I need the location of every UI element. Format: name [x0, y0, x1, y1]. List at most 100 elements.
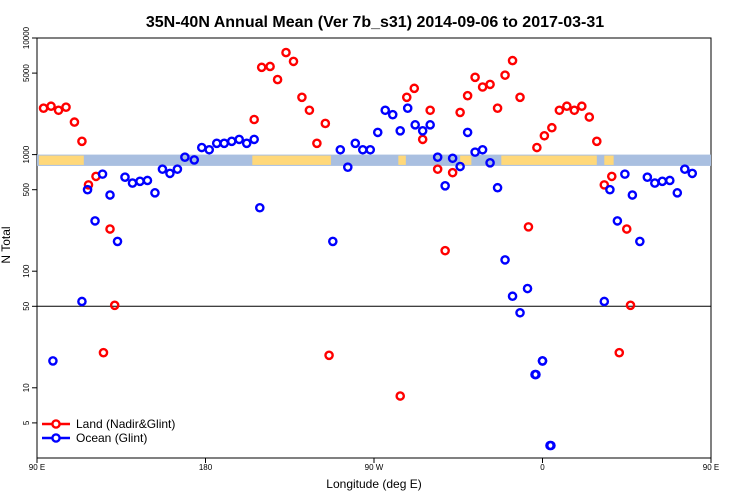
land-point [38, 103, 49, 114]
band-land-1 [252, 155, 331, 165]
ocean-point [234, 134, 244, 145]
land-point [98, 347, 109, 358]
y-tick-label: 1000 [22, 145, 31, 163]
land-point [507, 55, 518, 66]
land-point [477, 82, 488, 92]
land-point [53, 105, 64, 116]
ocean-point [627, 190, 638, 200]
land-point [288, 56, 299, 67]
land-point [606, 171, 617, 182]
legend-label: Land (Nadir&Glint) [76, 417, 175, 431]
ocean-point [477, 144, 488, 155]
ocean-point [672, 188, 683, 198]
ocean-point [105, 190, 115, 200]
y-tick-label: 5000 [22, 64, 31, 82]
ocean-point [440, 181, 450, 191]
ocean-point [515, 307, 525, 318]
ocean-point [142, 175, 153, 186]
world-band [37, 154, 711, 166]
land-point [281, 47, 291, 58]
ocean-point [612, 216, 623, 226]
ocean-point [204, 144, 215, 155]
ocean-point [599, 296, 610, 307]
legend-marker [51, 419, 61, 429]
ocean-point [485, 158, 495, 168]
land-point [500, 70, 510, 80]
land-point [401, 92, 412, 103]
ocean-point [372, 127, 383, 138]
y-tick-label: 10 [22, 383, 31, 392]
x-tick-label: 90 W [365, 463, 384, 472]
land-point [569, 105, 580, 116]
chart-title: 35N-40N Annual Mean (Ver 7b_s31) 2014-09… [146, 14, 604, 31]
ocean-point [687, 168, 698, 179]
land-point [470, 72, 480, 83]
land-point [312, 138, 322, 149]
ocean-point [135, 176, 145, 187]
x-tick-label: 90 E [703, 463, 719, 472]
land-point [554, 105, 565, 116]
ocean-point [665, 175, 675, 186]
land-point [409, 83, 420, 94]
land-point [577, 101, 587, 112]
ocean-point [462, 127, 473, 138]
x-axis-label: Longitude (deg E) [326, 477, 421, 491]
y-tick-label: 10000 [22, 26, 31, 49]
ocean-point [172, 164, 183, 174]
x-tick-label: 0 [540, 463, 545, 472]
axes: 90 E 180 90 W 0 90 E 5 10 50 100 500 1000 5000 10000 [22, 26, 719, 472]
land-point [395, 391, 406, 401]
land-point [249, 114, 259, 125]
ocean-point [620, 169, 630, 179]
ocean-point [531, 369, 541, 380]
ocean-point [537, 356, 548, 366]
land-point [304, 105, 315, 116]
ocean-point [90, 216, 100, 226]
land-point [61, 102, 71, 112]
land-point [109, 300, 120, 311]
ocean-point [241, 138, 252, 149]
ocean-point [455, 161, 465, 172]
ocean-point [402, 103, 413, 114]
ocean-point [650, 178, 660, 188]
ocean-point [395, 125, 406, 136]
land-point [440, 245, 450, 256]
ocean-point [211, 138, 222, 149]
band-land-2 [398, 155, 406, 165]
ocean-point [500, 255, 510, 265]
ocean-point [357, 144, 368, 155]
land-point [532, 142, 542, 153]
land-point [324, 350, 334, 361]
band-land-4 [501, 155, 597, 165]
land-point [515, 92, 525, 103]
x-tick-label: 180 [199, 463, 213, 472]
ocean-point [196, 142, 207, 153]
ocean-point [180, 152, 190, 162]
ocean-point [82, 184, 93, 195]
land-point [69, 117, 80, 127]
legend: Land (Nadir&Glint)Ocean (Glint) [42, 417, 175, 445]
y-tick-label: 500 [22, 182, 31, 196]
x-tick-label: 90 E [29, 463, 45, 472]
ocean-point [48, 356, 58, 366]
land-point [614, 347, 625, 358]
land-point [562, 101, 572, 112]
land-point [83, 180, 94, 190]
points [38, 47, 698, 451]
land-point [77, 136, 87, 147]
ocean-point [507, 291, 518, 302]
ocean-point [219, 138, 230, 149]
ocean-point [425, 120, 435, 130]
land-point [584, 112, 595, 122]
y-tick-label: 5 [22, 420, 31, 425]
land-point [272, 74, 283, 85]
land-point [485, 79, 495, 90]
land-point [432, 164, 443, 174]
land-point [625, 300, 636, 311]
land-point [447, 167, 458, 178]
y-tick-label: 100 [22, 264, 31, 278]
ocean-point [112, 236, 123, 247]
y-tick-label: 50 [22, 301, 31, 310]
ocean-point [150, 188, 160, 198]
